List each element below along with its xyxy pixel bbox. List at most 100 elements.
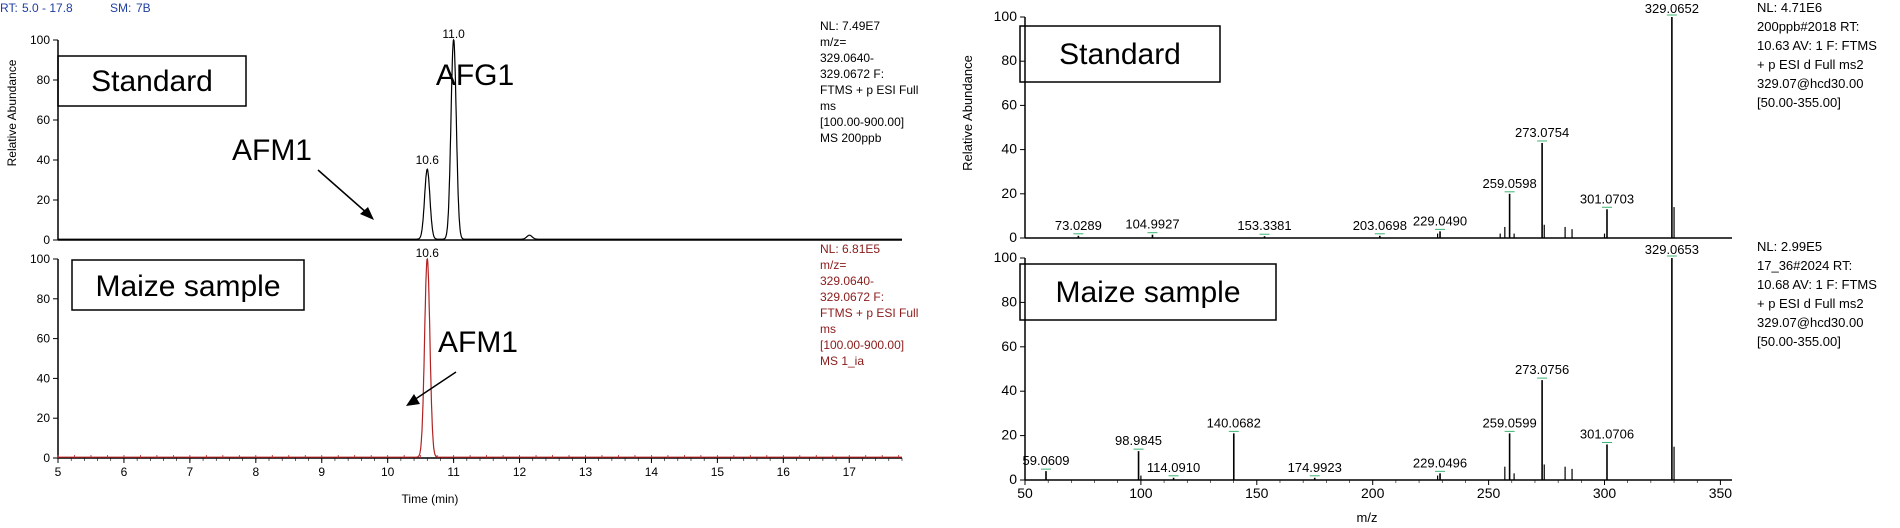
y-tick-label: 20 [1001, 185, 1017, 201]
info-line: FTMS + p ESI Full [820, 306, 918, 320]
rt-label: RT: [0, 1, 18, 15]
y-tick-label: 100 [30, 33, 50, 47]
peak-label: 273.0756 [1515, 362, 1569, 377]
x-tick-label: 300 [1593, 485, 1617, 501]
info-line: NL: 6.81E5 [820, 242, 880, 256]
peak-label: 140.0682 [1207, 415, 1261, 430]
x-tick-label: 17 [843, 465, 857, 479]
y-tick-label: 60 [1001, 96, 1017, 112]
y-tick-label: 0 [43, 233, 50, 247]
label-box [57, 55, 247, 107]
peak-label: 153.3381 [1237, 218, 1291, 233]
y-tick-label: 80 [37, 292, 51, 306]
info-line: 17_36#2024 RT: [1757, 258, 1852, 273]
annotation-afm1: AFM1 [232, 134, 312, 167]
peak-label: 273.0754 [1515, 125, 1569, 140]
y-axis-title: Relative Abundance [960, 55, 975, 171]
box-label: Maize sample [95, 270, 280, 303]
info-line: + p ESI d Full ms2 [1757, 296, 1864, 311]
x-tick-label: 16 [777, 465, 791, 479]
annotation-afg1: AFG1 [436, 59, 514, 92]
label-box [1019, 25, 1221, 83]
peak-label: 104.9927 [1125, 217, 1179, 232]
info-line: ms [820, 322, 836, 336]
peak-label: 301.0703 [1580, 191, 1634, 206]
info-line: [100.00-900.00] [820, 338, 904, 352]
y-tick-label: 40 [1001, 141, 1017, 157]
y-tick-label: 100 [994, 249, 1018, 265]
peak-label: 10.6 [416, 246, 440, 260]
y-tick-label: 60 [37, 332, 51, 346]
y-tick-label: 60 [1001, 338, 1017, 354]
chromatogram-trace [58, 38, 902, 240]
y-tick-label: 40 [1001, 382, 1017, 398]
x-tick-label: 50 [1017, 485, 1033, 501]
info-line: + p ESI d Full ms2 [1757, 57, 1864, 72]
spectrum-sample-panel: Maize sample 0 20 40 60 80 100 50 100 150 200 250 3… [994, 239, 1878, 525]
peak-label: 98.9845 [1115, 433, 1162, 448]
peak-label: 229.0496 [1413, 455, 1467, 470]
annotation-arrow-head [406, 394, 420, 406]
info-line: MS 1_ia [820, 354, 864, 368]
x-tick-label: 5 [55, 465, 62, 479]
peak-label: 174.9923 [1288, 460, 1342, 475]
y-tick-label: 80 [37, 73, 51, 87]
peak-label: 11.0 [442, 27, 465, 41]
info-text: NL: 2.99E5 17_36#2024 RT: 10.68 AV: 1 F:… [1757, 239, 1877, 349]
x-tick-label: 8 [252, 465, 259, 479]
y-axis-title: Relative Abundance [5, 59, 19, 166]
x-tick-label: 7 [187, 465, 194, 479]
x-tick-label: 6 [121, 465, 128, 479]
y-tick-label: 20 [37, 193, 51, 207]
info-line: 329.07@hcd30.00 [1757, 315, 1863, 330]
x-tick-label: 14 [645, 465, 659, 479]
info-line: [100.00-900.00] [820, 115, 904, 129]
info-line: NL: 2.99E5 [1757, 239, 1822, 254]
info-line: 329.07@hcd30.00 [1757, 76, 1863, 91]
peak-label: 114.0910 [1147, 460, 1200, 475]
x-tick-label: 10 [381, 465, 395, 479]
peak-label: 229.0490 [1413, 213, 1467, 228]
info-line: 10.63 AV: 1 F: FTMS [1757, 38, 1877, 53]
box-label: Standard [91, 65, 213, 98]
chromatogram-standard-panel: Standard Relative Abundance 0 20 40 60 80 100… [5, 19, 918, 247]
y-tick-label: 80 [1001, 52, 1017, 68]
info-line: 10.68 AV: 1 F: FTMS [1757, 277, 1877, 292]
x-tick-label: 100 [1129, 485, 1153, 501]
spectrum-standard-panel: Standard Relative Abundance 0 20 40 60 80 100… [960, 0, 1877, 245]
annotation-arrow-line [317, 169, 369, 215]
y-tick-label: 60 [37, 113, 51, 127]
peak-label: 301.0706 [1580, 426, 1634, 441]
info-line: ms [820, 99, 836, 113]
peak-label: 10.6 [416, 153, 440, 167]
info-line: 200ppb#2018 RT: [1757, 19, 1859, 34]
peak-label: 259.0598 [1482, 176, 1536, 191]
x-tick-label: 250 [1477, 485, 1501, 501]
y-tick-label: 0 [1009, 471, 1017, 487]
info-text: NL: 4.71E6 200ppb#2018 RT: 10.63 AV: 1 F… [1757, 0, 1877, 110]
info-line: MS 200ppb [820, 131, 882, 145]
y-tick-label: 0 [1009, 229, 1017, 245]
info-line: NL: 4.71E6 [1757, 0, 1822, 15]
info-line: NL: 7.49E7 [820, 19, 880, 33]
info-line: 329.0672 F: [820, 290, 884, 304]
y-tick-label: 20 [37, 411, 51, 425]
x-tick-label: 13 [579, 465, 593, 479]
x-axis-title: m/z [1357, 510, 1378, 525]
y-tick-label: 40 [37, 153, 51, 167]
box-label: Maize sample [1055, 276, 1240, 309]
peak-label: 329.0652 [1645, 1, 1699, 16]
peak-label: 203.0698 [1353, 218, 1407, 233]
info-line: 329.0672 F: [820, 67, 884, 81]
label-box [71, 259, 305, 311]
x-tick-label: 350 [1709, 485, 1733, 501]
x-tick-label: 11 [447, 465, 460, 479]
y-tick-label: 20 [1001, 427, 1017, 443]
info-line: m/z= [820, 258, 846, 272]
annotation-arrow-head [360, 207, 374, 220]
x-tick-label: 9 [318, 465, 325, 479]
peak-label: 259.0599 [1482, 415, 1536, 430]
peak-label: 73.0289 [1055, 218, 1102, 233]
info-line: [50.00-355.00] [1757, 334, 1841, 349]
